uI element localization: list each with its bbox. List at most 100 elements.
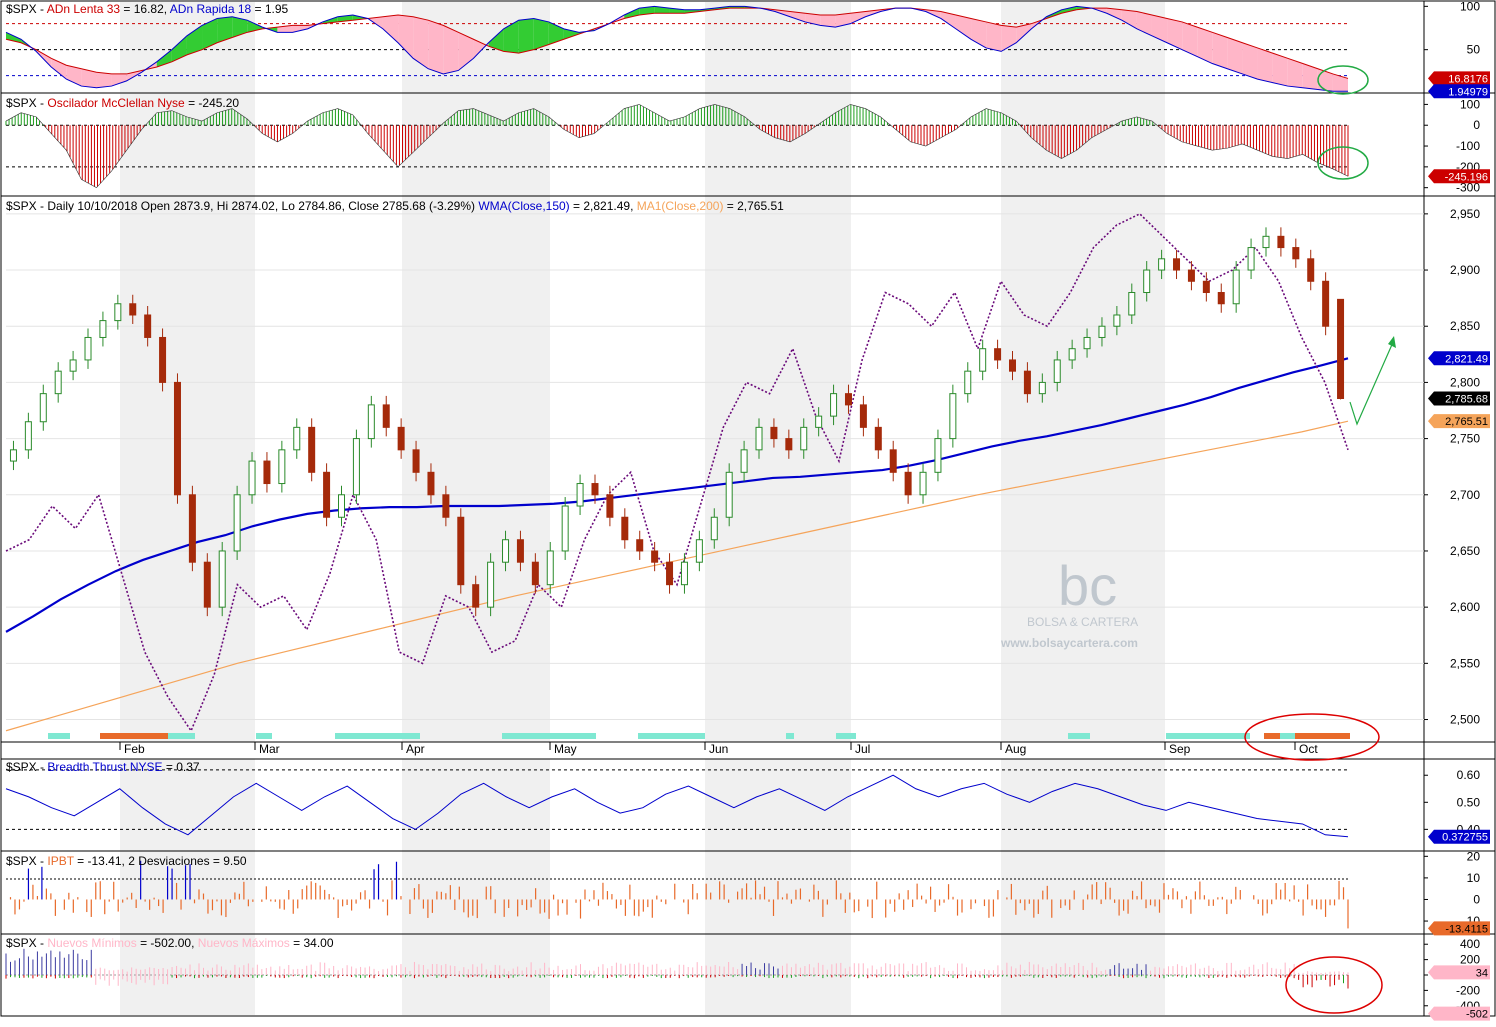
fill-band	[292, 25, 308, 33]
candle-body	[1113, 314, 1121, 327]
fill-band	[503, 20, 519, 54]
candle-body	[129, 303, 137, 316]
candle-body	[263, 460, 271, 485]
candle-body	[24, 421, 32, 451]
candle-body	[114, 303, 122, 322]
candle-body	[844, 393, 852, 406]
candle-body	[621, 516, 629, 541]
candle-body	[1053, 359, 1061, 383]
axis-tick-label: 2,650	[1450, 544, 1480, 558]
candle-body	[815, 415, 823, 428]
fill-band	[835, 13, 851, 28]
axis-tick-label: 2,850	[1450, 319, 1480, 333]
watermark: bc BOLSA & CARTERA www.bolsaycartera.com	[1000, 554, 1138, 650]
candle-body	[1187, 269, 1195, 282]
candle-body	[800, 426, 808, 451]
axis-tick-label: 100	[1460, 97, 1480, 111]
candle-body	[666, 561, 674, 586]
candle-body	[233, 494, 241, 552]
badge-breadth	[1428, 829, 1490, 844]
fill-band	[1061, 6, 1077, 14]
fill-band	[1136, 11, 1152, 36]
candle-body	[1098, 325, 1106, 338]
adn-panel: $SPX - ADn Lenta 33 = 16.82, ADn Rapida …	[5, 2, 1349, 92]
month-shade	[402, 2, 550, 1015]
candle-body	[54, 370, 62, 395]
candle-body	[173, 381, 181, 496]
fill-band	[488, 28, 504, 52]
candle-body	[367, 404, 375, 440]
candle-body	[84, 336, 92, 361]
badge-adn-lenta-text: 16.8176	[1448, 73, 1488, 85]
axis-tick-label: 0.50	[1457, 795, 1481, 809]
axis-tick-label: -200	[1456, 983, 1480, 997]
candle-body	[651, 550, 659, 563]
candle-body	[248, 460, 256, 496]
candle-body	[397, 426, 405, 451]
adn-plot	[5, 5, 1349, 92]
candle-body	[1322, 280, 1330, 327]
axis-tick-label: 200	[1460, 953, 1480, 967]
month-label: Mar	[259, 742, 280, 756]
candle-body	[770, 426, 778, 440]
axis-tick-label: 0	[1473, 892, 1480, 906]
axis-tick-label: 2,600	[1450, 600, 1480, 614]
badge-ipbt	[1428, 921, 1490, 936]
badge-new-lows-text: -502	[1466, 1009, 1488, 1021]
fill-band	[202, 18, 218, 50]
signal-strip	[1166, 733, 1250, 739]
fill-band	[1317, 68, 1333, 92]
candle-body	[338, 494, 345, 518]
signal-strip	[168, 733, 195, 739]
candle-body	[1307, 258, 1315, 282]
signal-strip	[1280, 733, 1295, 739]
candle-body	[39, 393, 47, 423]
month-label: Jun	[709, 742, 728, 756]
signal-strip	[335, 733, 420, 739]
candle-body	[919, 471, 927, 496]
price-plot	[5, 212, 1424, 739]
axis-tick-label: -300	[1456, 181, 1480, 195]
candle-body	[1038, 381, 1046, 395]
candle-body	[323, 471, 331, 518]
candle-body	[1232, 269, 1240, 305]
candle-body	[755, 426, 763, 451]
month-label: May	[554, 742, 577, 756]
fill-band	[1227, 37, 1243, 74]
fill-band	[473, 39, 489, 59]
candle-body	[994, 348, 1002, 361]
badge-adn-rapida-text: 1.94979	[1448, 86, 1488, 98]
candle-body	[695, 539, 703, 563]
fill-band	[66, 65, 82, 87]
month-label: Feb	[124, 742, 145, 756]
fill-band	[533, 18, 549, 50]
series-adn-lenta	[5, 7, 1349, 79]
badge-wma-text: 2,821.49	[1445, 353, 1488, 365]
axis-tick-label: 10	[1467, 871, 1481, 885]
candle-body	[979, 348, 987, 372]
right-axes: Feb Mar Apr May Jun Jul Aug Sep Oct100501000-100…	[119, 0, 1490, 1021]
candle-body	[382, 404, 390, 428]
candle-body	[1158, 258, 1166, 271]
fill-band	[518, 18, 534, 54]
fill-band	[940, 11, 956, 29]
newlows-panel: $SPX - Nuevos Mínimos = -502.00, Nuevos …	[5, 936, 1349, 989]
fill-band	[563, 28, 579, 40]
candle-body	[457, 516, 465, 586]
candle-body	[1202, 280, 1210, 294]
candle-body	[710, 516, 718, 541]
candle-body	[1009, 359, 1016, 372]
candle-body	[1217, 292, 1225, 305]
series-adn-rapida	[5, 5, 1349, 92]
axis-tick-label: 50	[1467, 43, 1481, 57]
ipbt-plot	[6, 860, 1349, 929]
series-ma200	[5, 420, 1349, 732]
candle-body	[740, 449, 748, 473]
candle-body	[576, 483, 584, 507]
candle-body	[830, 393, 838, 417]
candle-body	[591, 483, 599, 496]
fill-band	[96, 72, 112, 88]
candle-body	[1292, 247, 1300, 260]
fill-band	[955, 15, 972, 40]
